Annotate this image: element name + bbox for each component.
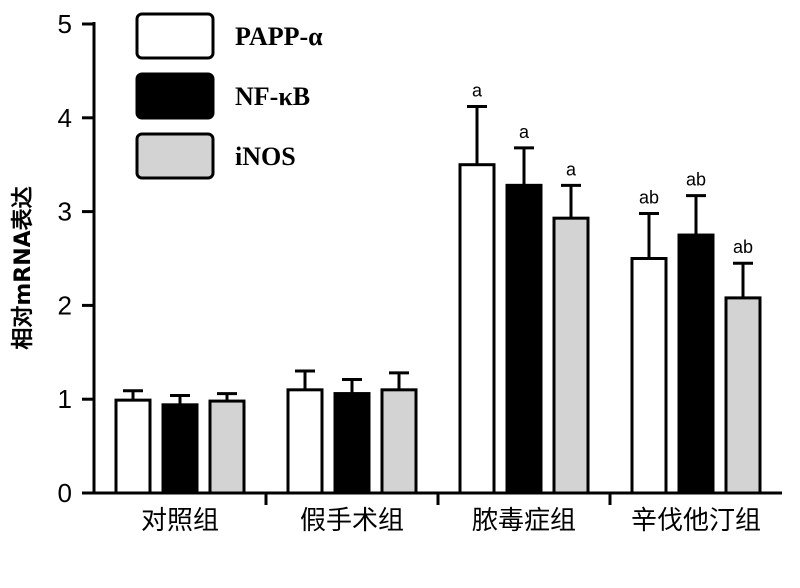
plot-area: a a a ab ab ab 0 1 2 3 4 5 对照组 假手术组 脓毒症组 辛伐他汀组 <box>58 9 782 536</box>
legend-swatch <box>135 12 215 60</box>
y-tick-label: 3 <box>58 197 72 227</box>
y-tick-label: 5 <box>58 9 72 39</box>
bar <box>724 296 762 495</box>
legend-label: NF-κB <box>235 82 310 111</box>
y-tick-label: 4 <box>58 103 72 133</box>
y-tick-label: 0 <box>58 478 72 508</box>
bar <box>505 183 543 495</box>
bar <box>161 403 199 495</box>
bar <box>552 216 590 495</box>
legend-swatch <box>135 72 215 120</box>
significance-label: ab <box>686 170 706 190</box>
bar <box>208 399 246 495</box>
bar <box>380 388 418 495</box>
x-tick-label: 脓毒症组 <box>472 506 576 536</box>
legend-swatch <box>135 132 215 180</box>
y-tick-label: 2 <box>58 290 72 320</box>
bar <box>630 257 668 495</box>
x-tick-label: 对照组 <box>141 506 219 536</box>
legend-label: PAPP-α <box>235 22 323 51</box>
bar <box>333 392 371 495</box>
significance-label: ab <box>639 187 659 207</box>
x-tick-label: 假手术组 <box>300 506 404 536</box>
x-tick-label: 辛伐他汀组 <box>631 506 761 536</box>
significance-label: a <box>519 122 530 142</box>
bar <box>677 233 715 495</box>
significance-label: ab <box>733 237 753 257</box>
axes-group: 0 1 2 3 4 5 对照组 假手术组 脓毒症组 辛伐他汀组 <box>58 9 782 536</box>
legend: PAPP-α NF-κB iNOS <box>135 12 323 180</box>
bar <box>458 163 496 495</box>
y-tick-label: 1 <box>58 384 72 414</box>
y-axis-label: 相对mRNA表达 <box>11 186 36 349</box>
bar <box>286 388 324 495</box>
significance-label: a <box>566 159 577 179</box>
legend-label: iNOS <box>235 142 296 171</box>
significance-label: a <box>472 81 483 101</box>
bar <box>114 398 152 495</box>
